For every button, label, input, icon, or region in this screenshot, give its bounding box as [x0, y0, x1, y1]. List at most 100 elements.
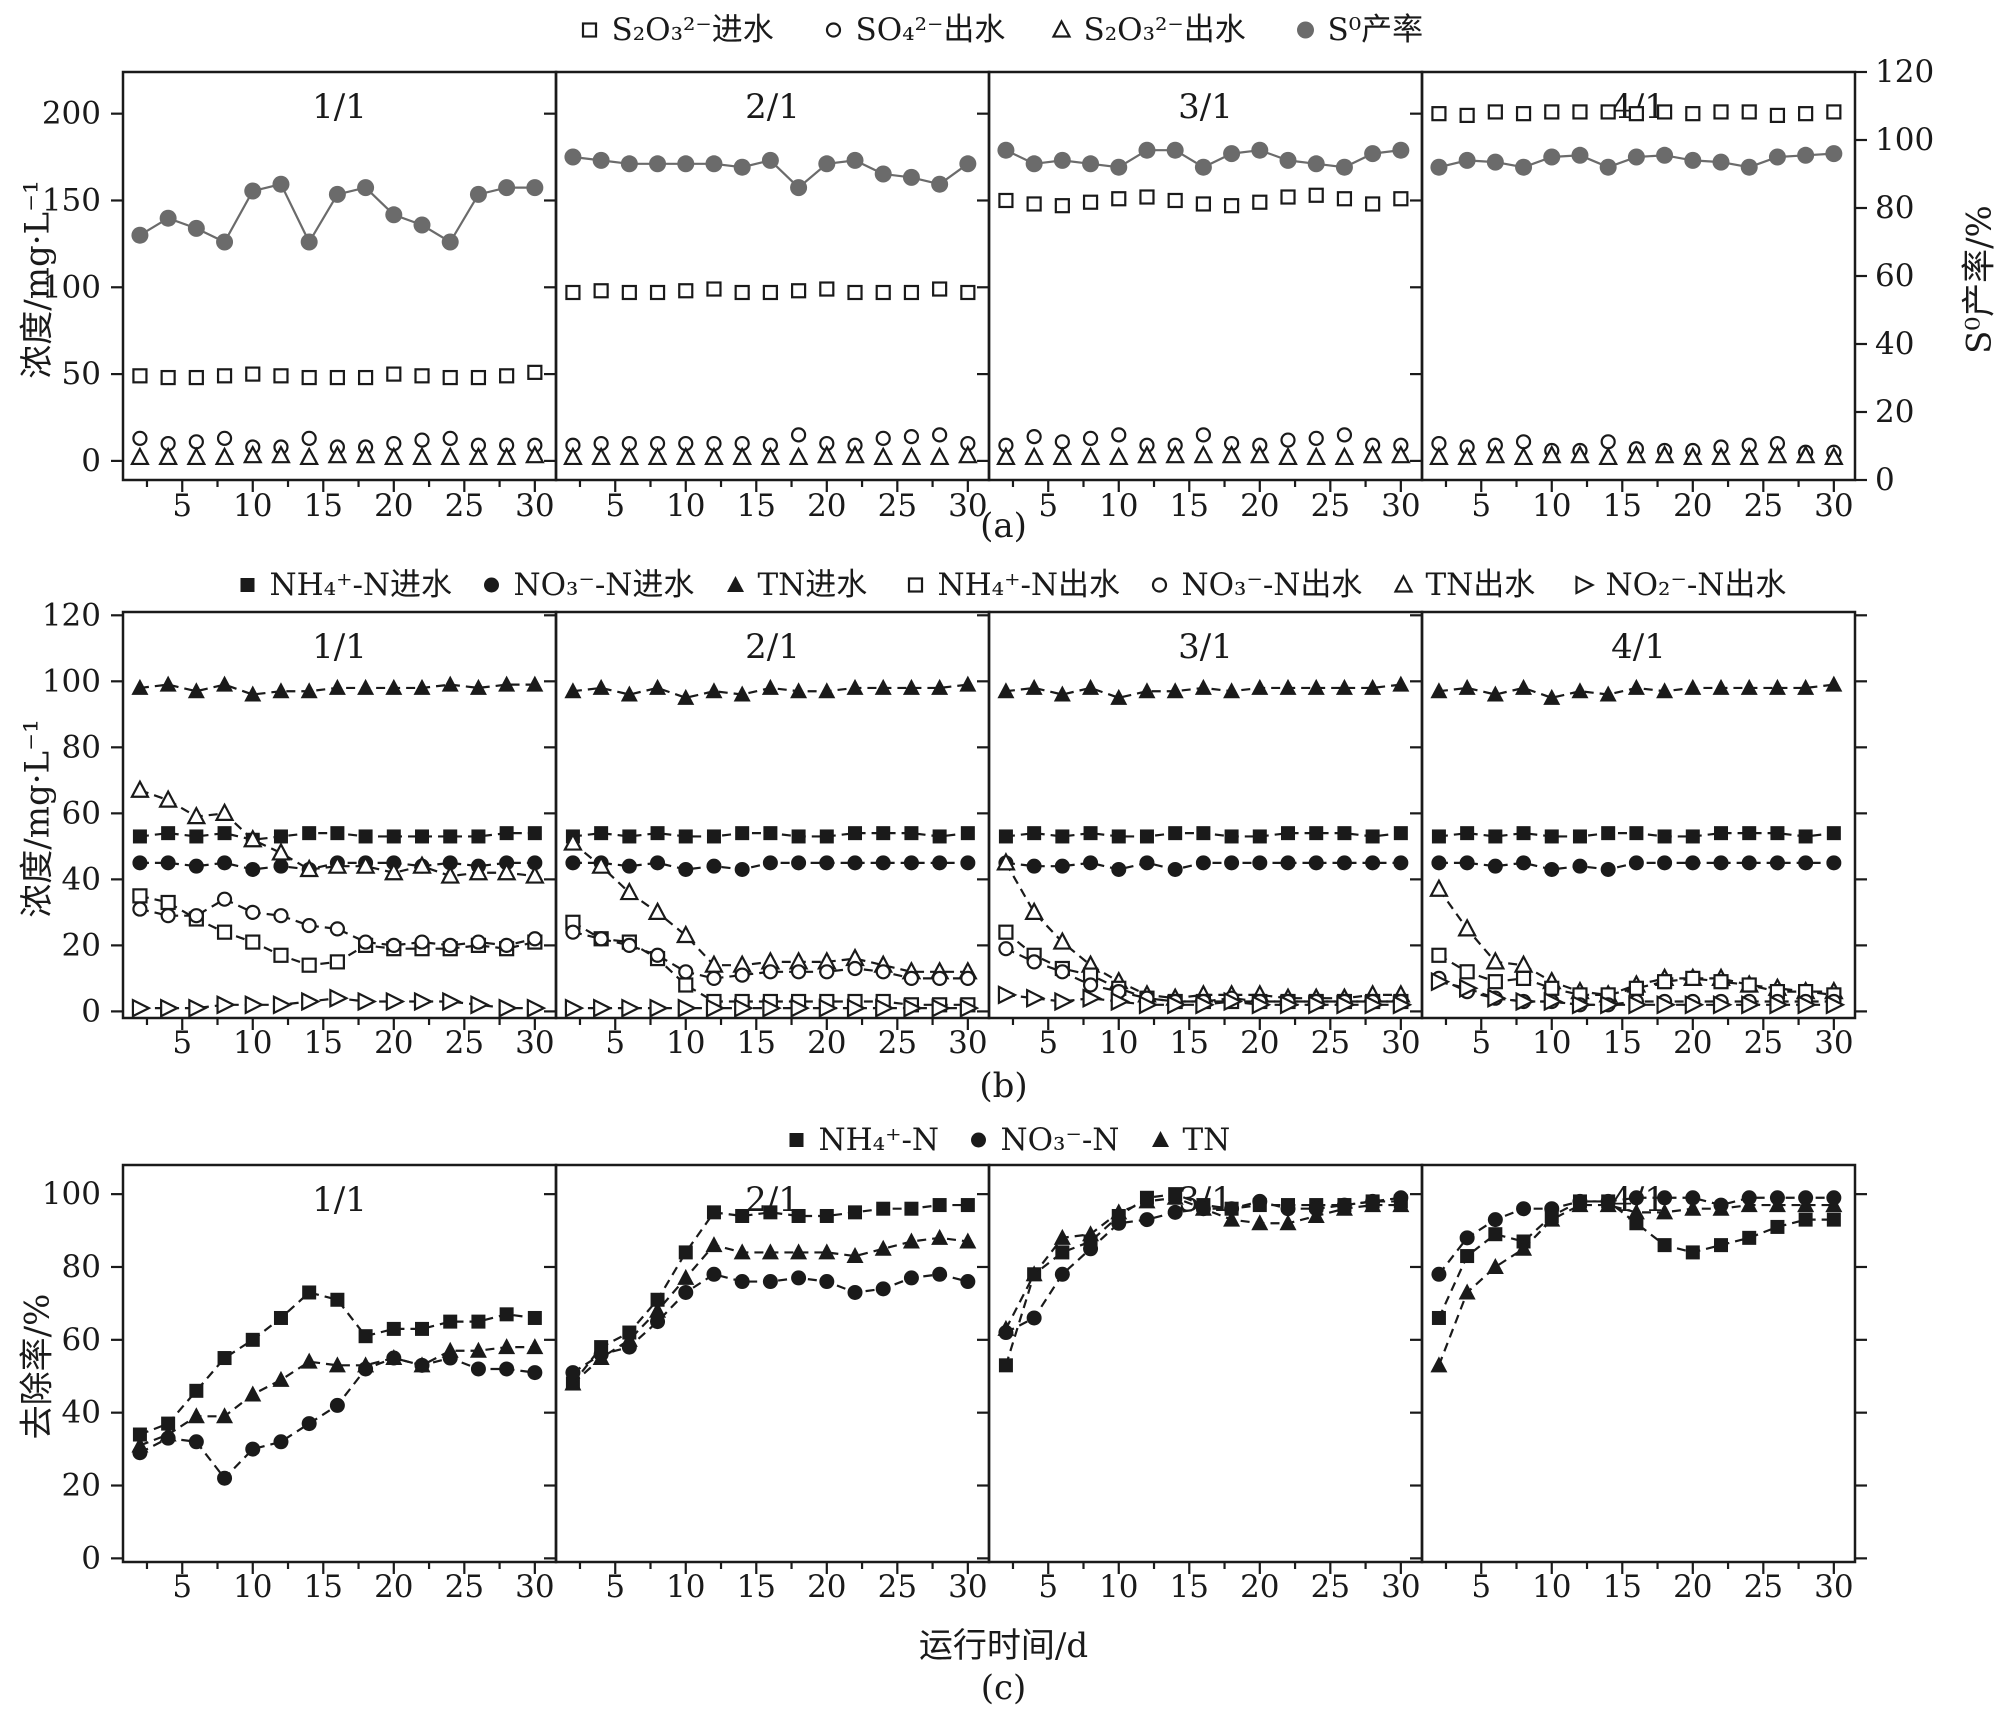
series-tn [1430, 1196, 1843, 1373]
svg-text:100: 100 [42, 663, 101, 699]
svg-text:60: 60 [62, 1322, 101, 1358]
legend-item: NO₃⁻-N [971, 1122, 1119, 1158]
legend-item: TN出水 [1393, 567, 1536, 603]
svg-text:NH₄⁺-N出水: NH₄⁺-N出水 [938, 567, 1121, 603]
legend-item: NH₄⁺-N进水 [240, 567, 452, 603]
series-nh4 [565, 1198, 975, 1391]
series-tn_out [996, 852, 1411, 1006]
series-tn_out [563, 832, 978, 980]
svg-text:10: 10 [1099, 1569, 1138, 1605]
svg-text:30: 30 [515, 488, 554, 524]
svg-text:80: 80 [62, 729, 101, 765]
legend-item: NH₄⁺-N出水 [907, 567, 1121, 603]
svg-text:5: 5 [172, 1569, 192, 1605]
series-nh4_in [1431, 826, 1841, 844]
svg-text:0: 0 [81, 993, 101, 1029]
panel-title: 2/1 [745, 87, 800, 127]
svg-text:30: 30 [1381, 1025, 1420, 1061]
legend-item: TN [1152, 1122, 1230, 1158]
series-no3_in [998, 855, 1409, 877]
svg-text:10: 10 [233, 1025, 272, 1061]
svg-text:15: 15 [737, 1025, 776, 1061]
svg-text:10: 10 [666, 1025, 705, 1061]
svg-text:5: 5 [1471, 1569, 1491, 1605]
svg-text:5: 5 [1038, 1569, 1058, 1605]
svg-text:80: 80 [62, 1249, 101, 1285]
svg-text:25: 25 [878, 1569, 917, 1605]
chart-row-b: NH₄⁺-N进水 NO₃⁻-N进水 TN进水 NH₄⁺-N出水 NO₃⁻-N出水 TN出水… [42, 567, 1867, 1061]
panel-title: 3/1 [1178, 87, 1233, 127]
svg-text:5: 5 [605, 488, 625, 524]
svg-text:10: 10 [1099, 1025, 1138, 1061]
svg-text:5: 5 [605, 1569, 625, 1605]
svg-text:60: 60 [62, 795, 101, 831]
svg-text:30: 30 [1381, 1569, 1420, 1605]
svg-text:20: 20 [62, 927, 101, 963]
svg-text:20: 20 [62, 1468, 101, 1504]
svg-text:NO₂⁻-N出水: NO₂⁻-N出水 [1606, 567, 1787, 603]
svg-text:120: 120 [1875, 54, 1934, 90]
svg-text:20: 20 [807, 1025, 846, 1061]
panel-c-1: 1/1 5 10 15 20 25 30 [111, 1163, 558, 1605]
svg-text:S₂O₃²⁻出水: S₂O₃²⁻出水 [1084, 12, 1246, 48]
svg-text:20: 20 [1875, 394, 1914, 430]
svg-text:15: 15 [1170, 488, 1209, 524]
series-tn_in [564, 675, 977, 705]
svg-text:30: 30 [1381, 488, 1420, 524]
svg-text:40: 40 [62, 861, 101, 897]
legend-item: NO₃⁻-N出水 [1151, 567, 1362, 603]
svg-text:30: 30 [1814, 1569, 1853, 1605]
series-tn_in [1430, 675, 1843, 705]
svg-text:15: 15 [1603, 1025, 1642, 1061]
svg-text:15: 15 [737, 1569, 776, 1605]
series-nh4 [132, 1285, 542, 1442]
svg-text:10: 10 [1532, 488, 1571, 524]
svg-text:NO₃⁻-N: NO₃⁻-N [1001, 1122, 1120, 1158]
svg-text:120: 120 [42, 597, 101, 633]
svg-text:15: 15 [1170, 1025, 1209, 1061]
series-no3_in [1431, 855, 1842, 877]
chart-row-c: NH₄⁺-N NO₃⁻-N TN1/15 10 15 20 25 302/15 10 15 20 25… [42, 1122, 1867, 1605]
legend-item: NO₂⁻-N出水 [1575, 567, 1787, 603]
svg-text:5: 5 [1471, 1025, 1491, 1061]
panel-title: 3/1 [1178, 627, 1233, 667]
legend-item: TN进水 [727, 567, 867, 603]
svg-text:25: 25 [445, 488, 484, 524]
svg-text:TN出水: TN出水 [1426, 567, 1536, 603]
svg-text:5: 5 [1038, 1025, 1058, 1061]
caption-c: (c) [980, 1668, 1027, 1708]
svg-text:25: 25 [878, 488, 917, 524]
svg-text:TN进水: TN进水 [758, 567, 868, 603]
svg-text:20: 20 [374, 488, 413, 524]
svg-text:150: 150 [42, 182, 101, 218]
svg-text:20: 20 [1673, 1569, 1712, 1605]
svg-text:20: 20 [1240, 1025, 1279, 1061]
svg-text:50: 50 [62, 356, 101, 392]
svg-text:80: 80 [1875, 190, 1914, 226]
svg-text:15: 15 [304, 1025, 343, 1061]
svg-text:25: 25 [1744, 1025, 1783, 1061]
series-nh4_in [998, 826, 1408, 844]
panel-b-2: 2/1 5 10 15 20 25 30 [544, 610, 991, 1061]
svg-text:25: 25 [1311, 488, 1350, 524]
svg-text:10: 10 [233, 488, 272, 524]
svg-text:30: 30 [515, 1025, 554, 1061]
y-axis-label-b: 浓度/mg·L⁻¹ [17, 719, 58, 918]
svg-text:SO₄²⁻出水: SO₄²⁻出水 [856, 12, 1006, 48]
svg-text:5: 5 [172, 488, 192, 524]
panel-b-1: 1/1 5 10 15 20 25 30 [111, 610, 558, 1061]
svg-text:S⁰产率: S⁰产率 [1328, 12, 1424, 48]
svg-text:15: 15 [1603, 488, 1642, 524]
svg-text:100: 100 [1875, 122, 1934, 158]
svg-text:25: 25 [445, 1025, 484, 1061]
svg-text:10: 10 [1099, 488, 1138, 524]
svg-text:30: 30 [1814, 1025, 1853, 1061]
legend-item: S⁰产率 [1297, 12, 1423, 48]
series-no3 [565, 1266, 976, 1381]
svg-text:25: 25 [445, 1569, 484, 1605]
legend-item: SO₄²⁻出水 [825, 12, 1006, 48]
